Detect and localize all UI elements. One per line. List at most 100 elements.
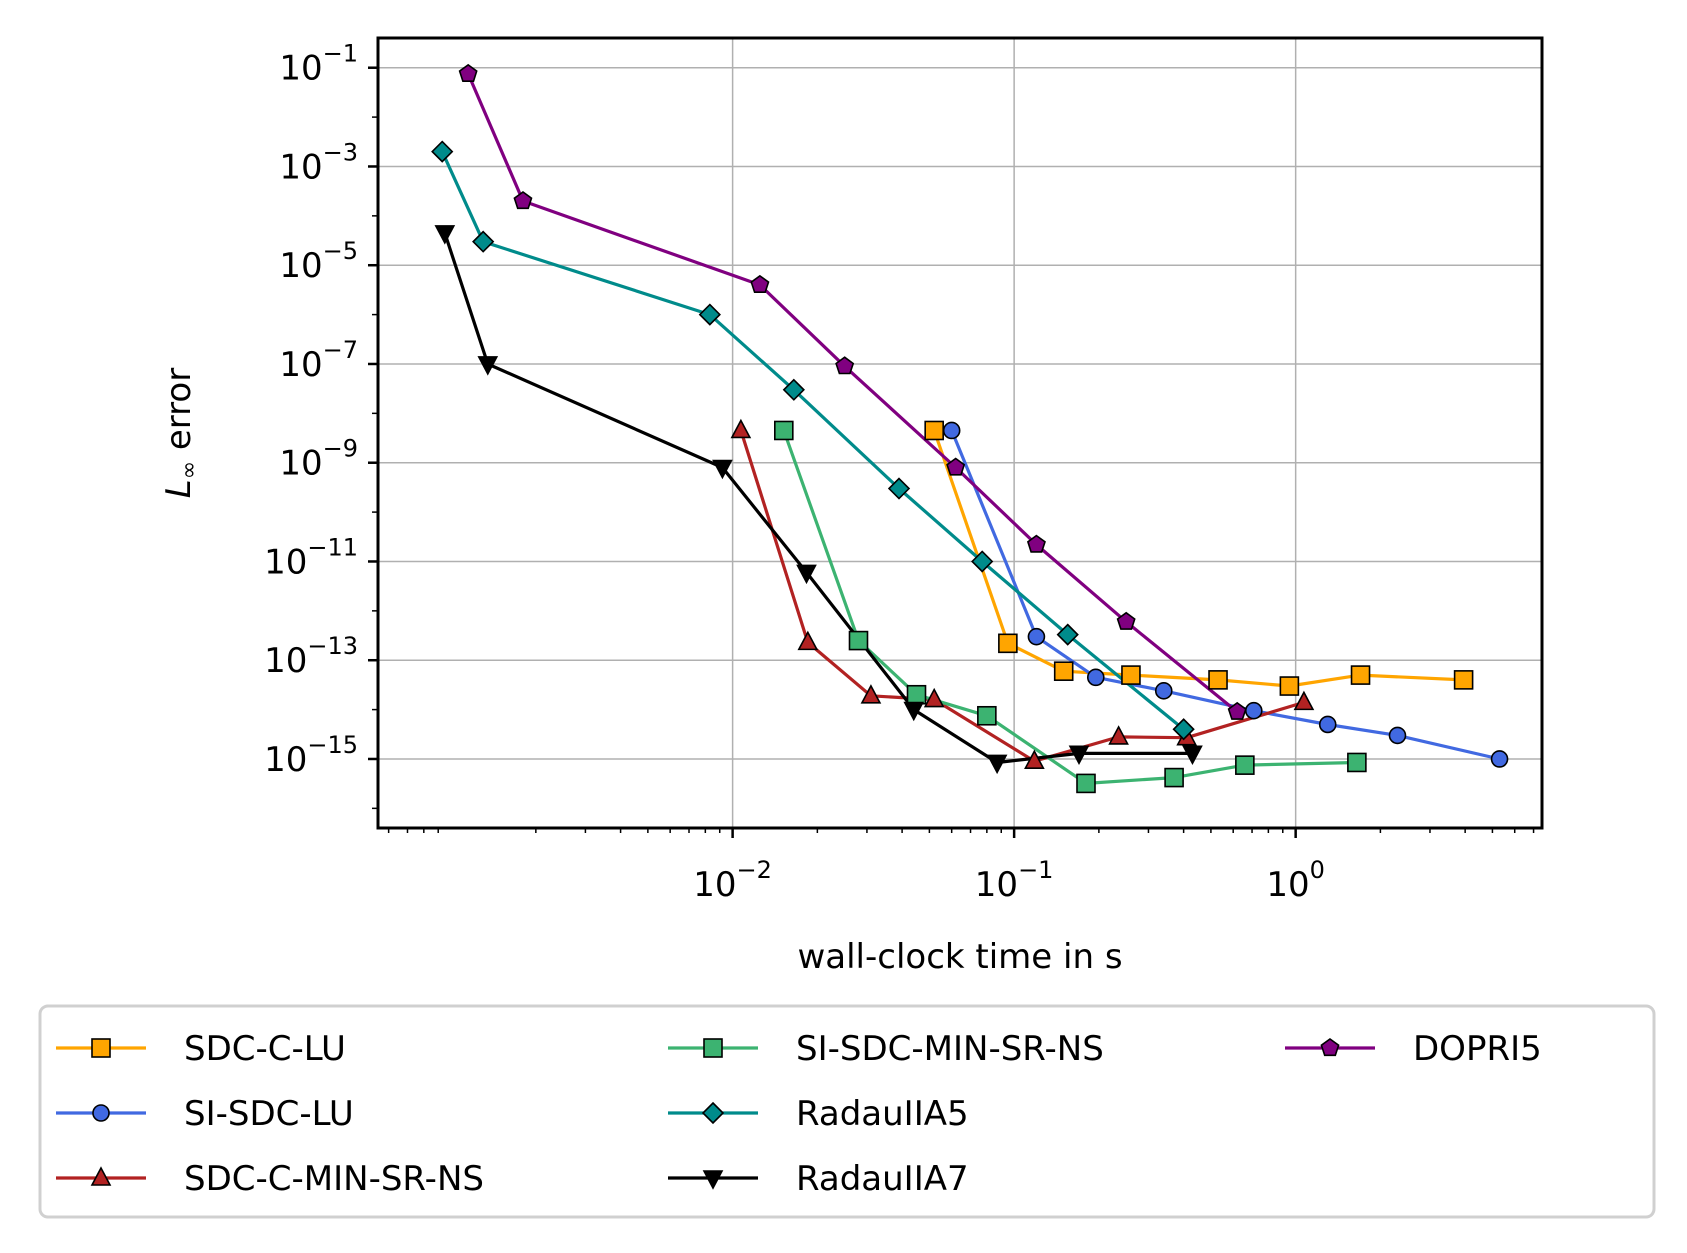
y-tick-base: 10 [279,49,322,89]
legend-label-dopri5: DOPRI5 [1413,1029,1542,1069]
data-point-si-sdc-lu [1388,726,1407,745]
x-tick-base: 10 [693,865,736,905]
legend-marker-sdc-c-min-sr-ns [90,1166,112,1186]
y-axis-label-rest: error [159,368,199,461]
data-point-si-sdc-min-sr-ns [1347,752,1367,773]
x-tick-exponent: −2 [737,856,772,884]
data-point-si-sdc-min-sr-ns [1164,767,1184,788]
legend-frame [38,1004,1656,1219]
data-point-si-sdc-lu [1318,715,1337,734]
legend-marker-sdc-c-lu [91,1038,111,1058]
x-tick-exponent: 0 [1310,856,1325,884]
y-tick-base: 10 [279,345,322,385]
y-tick-base: 10 [264,641,307,681]
series-lines [440,73,1500,786]
y-tick-label: 10−5 [279,237,358,286]
y-tick-base: 10 [264,740,307,780]
x-tick-label: 100 [1266,856,1325,905]
data-point-dopri5 [1026,534,1046,553]
data-point-si-sdc-lu [1086,668,1105,687]
y-axis-label-main: L [159,479,199,498]
data-point-sdc-c-lu [1279,676,1300,696]
data-point-radauiia7 [796,564,817,585]
y-tick-exponent: −11 [307,533,358,561]
series-markers [431,63,1509,794]
axis-ticks: 10−2 10−1 10010−110−310−510−710−910−1110−1… [264,40,1535,905]
data-point-si-sdc-lu [1244,701,1263,720]
y-tick-exponent: −13 [307,632,358,660]
data-point-radauiia7 [903,701,925,722]
y-tick-exponent: −15 [307,731,358,759]
data-point-dopri5 [458,63,478,82]
data-point-sdc-c-min-sr-ns [797,630,819,651]
data-point-sdc-c-min-sr-ns [1108,725,1129,745]
y-tick-label: 10−13 [264,632,358,681]
y-axis-label: L∞ error [159,368,202,498]
legend-marker-radauiia7 [702,1170,724,1190]
y-tick-base: 10 [279,147,322,187]
data-point-si-sdc-min-sr-ns [1076,773,1096,794]
data-point-sdc-c-lu [1208,670,1228,690]
data-point-si-sdc-lu [1490,750,1509,768]
data-point-sdc-c-min-sr-ns [1293,690,1315,711]
data-point-si-sdc-min-sr-ns [906,684,927,705]
data-point-radauiia7 [477,356,499,376]
data-point-radauiia7 [1182,745,1203,766]
data-point-sdc-c-lu [924,420,944,441]
data-point-dopri5 [1227,701,1247,720]
x-axis-label: wall-clock time in s [797,937,1122,977]
data-point-radauiia5 [431,140,454,163]
data-point-radauiia5 [887,477,911,500]
y-tick-exponent: −7 [323,336,358,364]
data-point-sdc-c-min-sr-ns [923,687,945,708]
data-point-sdc-c-lu [1350,665,1371,685]
legend-label-si-sdc-min-sr-ns: SI-SDC-MIN-SR-NS [796,1029,1104,1069]
y-tick-label: 10−9 [279,435,358,484]
legend-label-sdc-c-lu: SDC-C-LU [184,1029,346,1069]
data-point-dopri5 [946,457,966,476]
legend-label-radauiia5: RadauIIA5 [796,1094,969,1134]
data-point-si-sdc-lu [1027,627,1046,646]
y-tick-label: 10−1 [279,40,358,89]
data-point-dopri5 [750,274,770,294]
data-point-dopri5 [513,191,533,210]
legend-marker-radauiia5 [701,1101,725,1125]
series-line-dopri5 [466,73,1239,714]
x-tick-label: 10−1 [975,856,1054,905]
y-tick-label: 10−11 [264,533,358,582]
data-point-radauiia5 [698,303,721,326]
data-point-radauiia7 [712,459,733,480]
data-point-si-sdc-lu [1154,682,1173,700]
y-tick-exponent: −1 [323,40,358,68]
x-tick-exponent: −1 [1018,856,1053,884]
y-tick-label: 10−7 [279,336,358,385]
data-point-radauiia5 [782,378,805,401]
data-point-dopri5 [1116,611,1136,630]
data-point-sdc-c-lu [998,633,1018,654]
data-point-radauiia5 [1172,718,1195,741]
data-point-sdc-c-min-sr-ns [860,684,882,704]
data-point-sdc-c-lu [1121,665,1141,685]
data-point-radauiia7 [1068,745,1090,766]
legend-label-sdc-c-min-sr-ns: SDC-C-MIN-SR-NS [184,1159,484,1199]
legend-marker-si-sdc-min-sr-ns [703,1038,723,1058]
y-tick-exponent: −5 [323,237,358,265]
y-axis-label-subscript: ∞ [177,461,202,479]
data-point-radauiia5 [1056,623,1079,646]
data-point-dopri5 [835,356,855,375]
legend-label-si-sdc-lu: SI-SDC-LU [184,1094,354,1134]
data-point-radauiia7 [986,754,1008,775]
data-point-radauiia5 [472,230,495,253]
data-point-si-sdc-min-sr-ns [1235,755,1255,775]
y-tick-base: 10 [279,246,322,286]
data-point-si-sdc-min-sr-ns [774,420,794,441]
data-point-si-sdc-lu [942,421,961,440]
legend-label-radauiia7: RadauIIA7 [796,1159,969,1199]
data-point-si-sdc-min-sr-ns [848,630,869,651]
data-point-sdc-c-lu [1453,670,1474,690]
series-line-sdc-c-min-sr-ns [739,430,1305,763]
y-tick-exponent: −3 [323,138,358,166]
x-tick-base: 10 [1266,865,1309,905]
y-tick-exponent: −9 [323,435,358,463]
